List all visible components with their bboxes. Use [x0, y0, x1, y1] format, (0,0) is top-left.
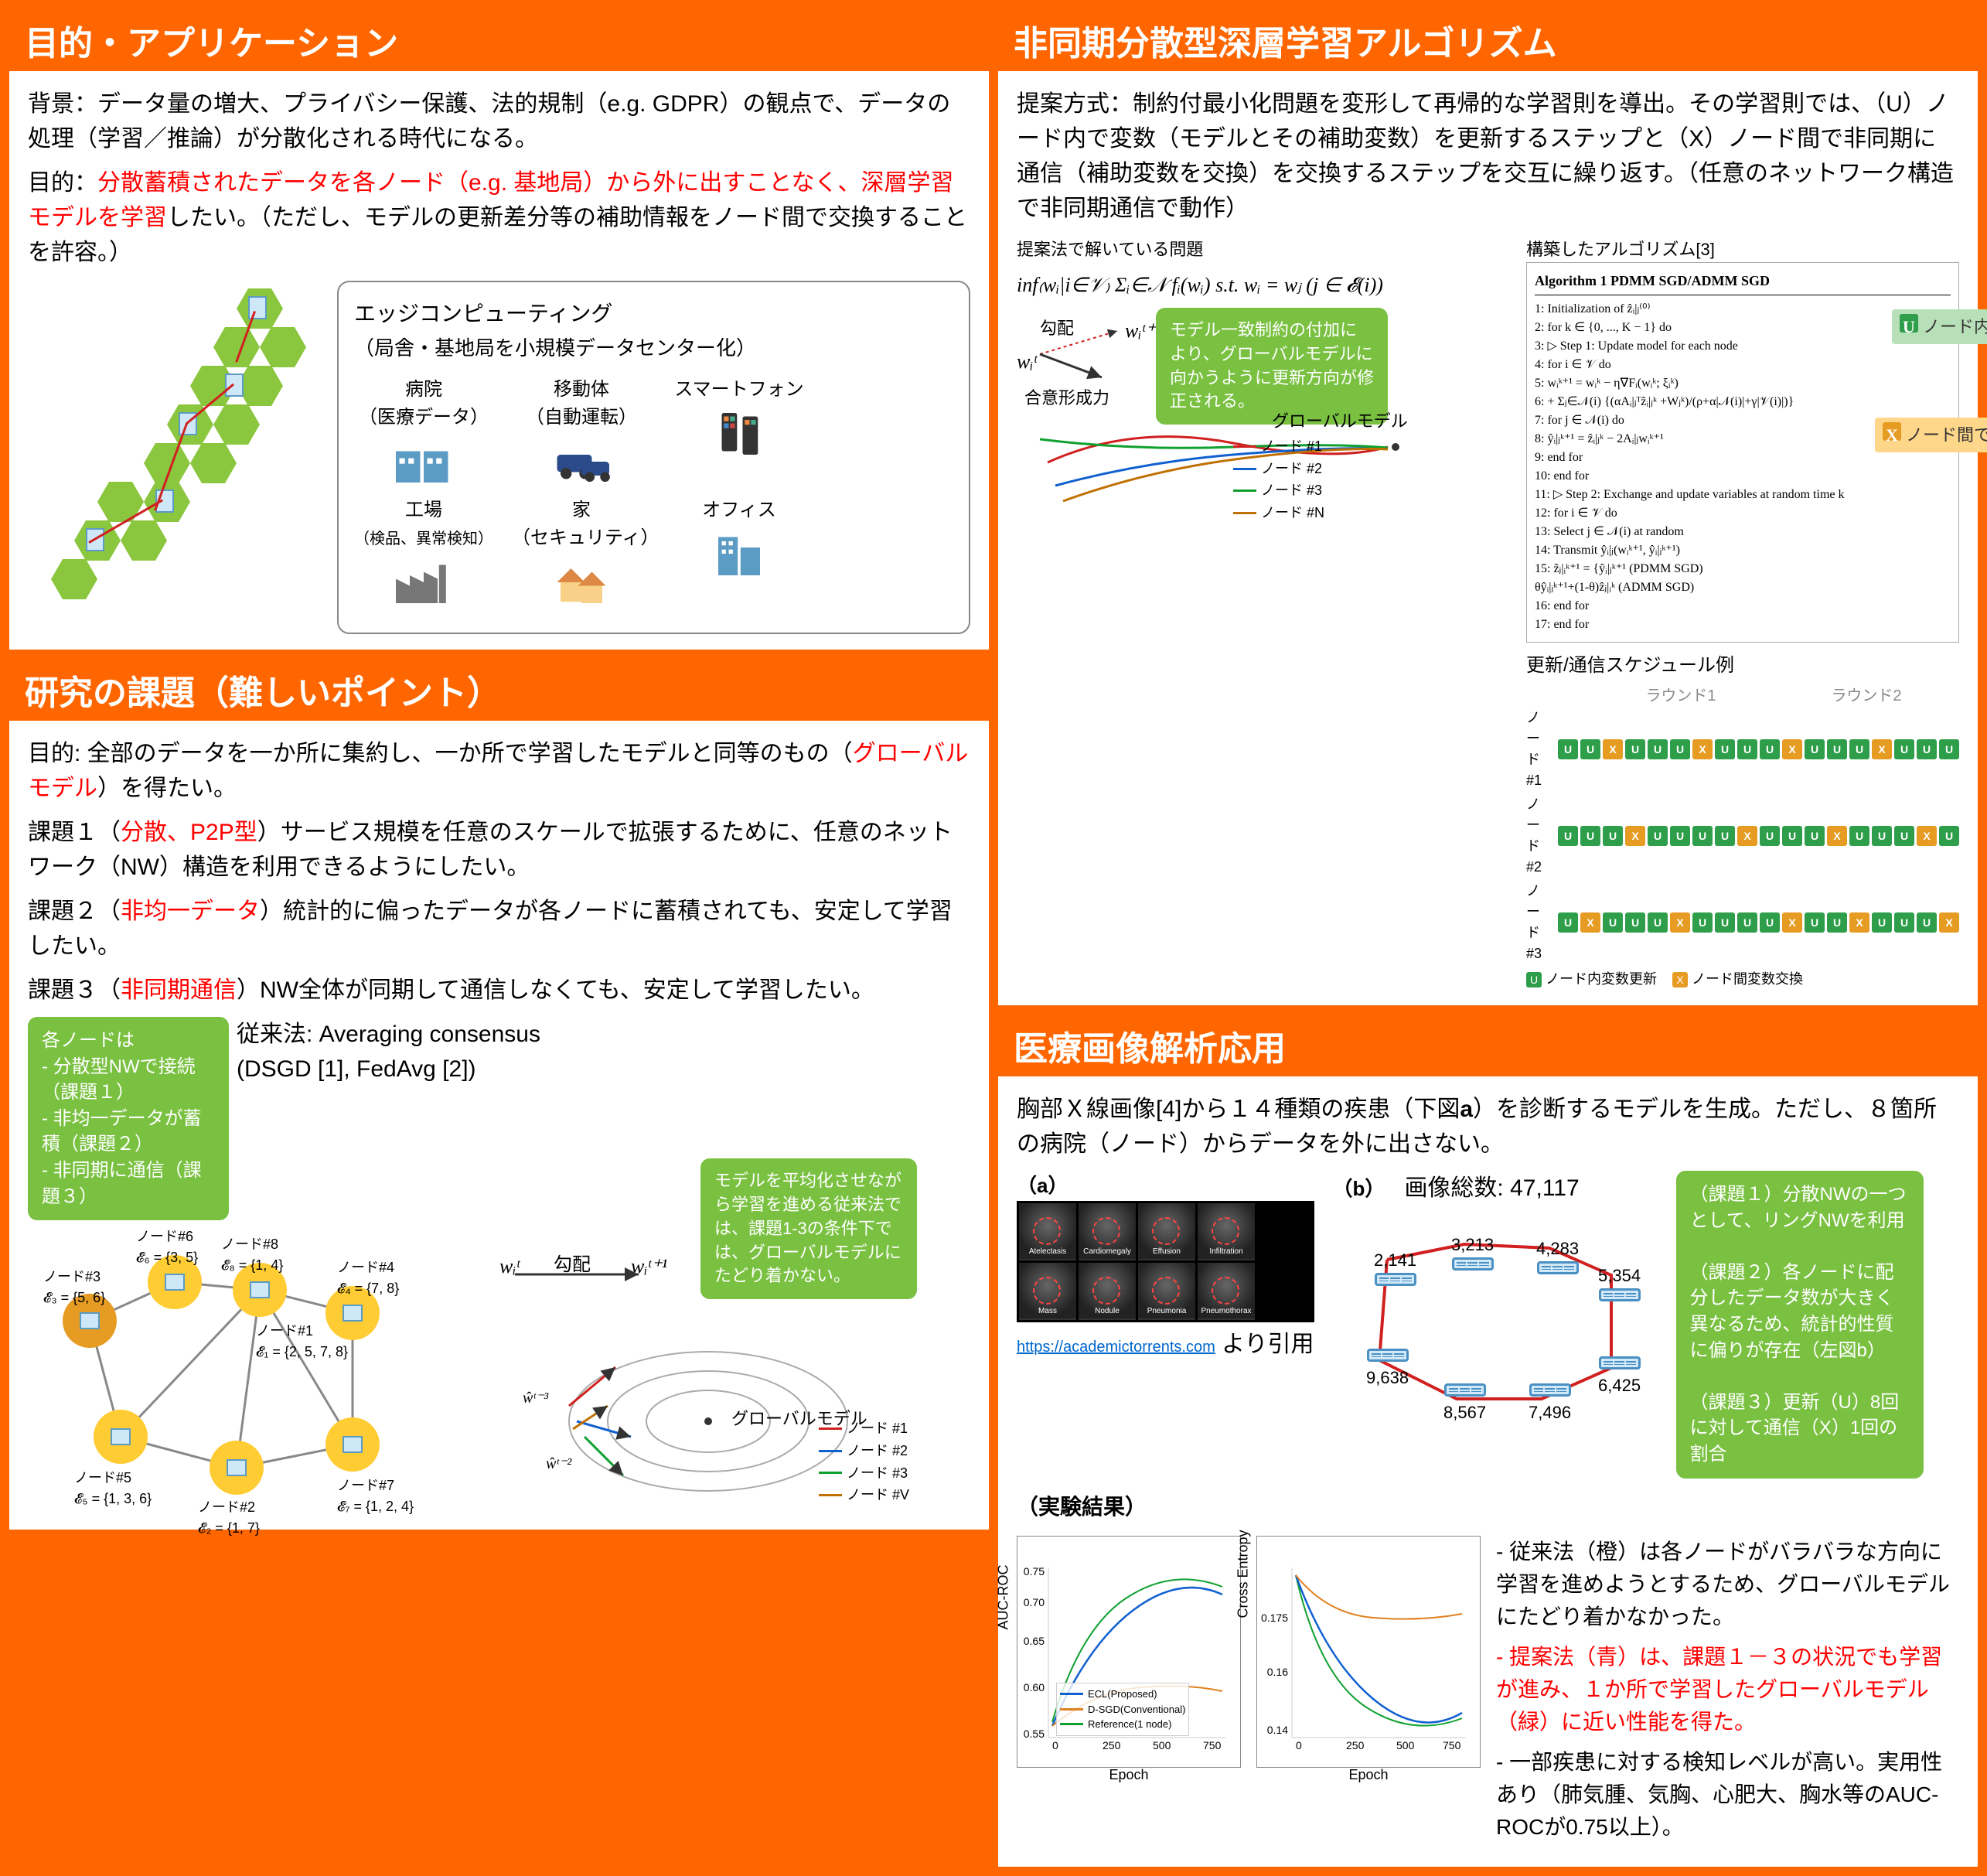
tag-u: Uノード内変数更新 — [1892, 309, 1987, 344]
panel-challenges-title: 研究の課題（難しいポイント） — [9, 659, 989, 721]
svg-text:750: 750 — [1443, 1739, 1461, 1752]
conv-legend: ノード #1 ノード #2 ノード #3 ノード #V — [819, 1417, 909, 1506]
icon-factory: 工場（検品、異常検知） — [354, 496, 493, 609]
chart-auc: AUC-ROC 0.55 0.60 0.65 — [1017, 1536, 1241, 1768]
results-text: - 従来法（橙）は各ノードがバラバラな方向に学習を進めようとするため、グローバル… — [1496, 1536, 1959, 1851]
svg-text:0: 0 — [1052, 1739, 1058, 1752]
svg-text:0.70: 0.70 — [1024, 1596, 1045, 1608]
svg-text:250: 250 — [1346, 1739, 1365, 1752]
formula: inf₍wᵢ|i∈𝒱₎ Σᵢ∈𝒩 fᵢ(wᵢ) s.t. wᵢ = wⱼ (j … — [1017, 270, 1514, 300]
svg-text:0.14: 0.14 — [1267, 1724, 1288, 1736]
tag-x: Xノード間で変数交換 — [1875, 418, 1987, 452]
prior-method-label: 従来法: Averaging consensus (DSGD [1], FedA… — [237, 1017, 970, 1086]
algorithm-desc: 提案方式：制約付最小化問題を変形して再帰的な学習則を導出。その学習則では、（U）… — [1017, 87, 1959, 226]
panel-medical: 医療画像解析応用 胸部Ｘ線画像[4]から１４種類の疾患（下図a）を診断するモデル… — [998, 1015, 1978, 1867]
medical-desc: 胸部Ｘ線画像[4]から１４種類の疾患（下図a）を診断するモデルを生成。ただし、８… — [1017, 1092, 1959, 1161]
results-label: （実験結果） — [1017, 1491, 1959, 1523]
svg-text:0.60: 0.60 — [1024, 1681, 1045, 1694]
ring-panel: （b） 画像総数: 47,117 2,1413,2134,2835,3549,6… — [1333, 1171, 1658, 1438]
panel-purpose-title: 目的・アプリケーション — [9, 9, 989, 71]
svg-text:0: 0 — [1296, 1739, 1302, 1752]
panel-algorithm-title: 非同期分散型深層学習アルゴリズム — [998, 9, 1978, 71]
icon-phone: スマートフォン — [670, 376, 809, 489]
medical-callout: （課題１）分散NWの一つとして、リングNWを利用 （課題２）各ノードに配分したデ… — [1676, 1171, 1924, 1479]
svg-text:500: 500 — [1396, 1739, 1415, 1752]
svg-text:0.65: 0.65 — [1024, 1635, 1045, 1647]
icon-home: 家（セキュリティ） — [512, 496, 651, 609]
challenge-2: 課題２（非均一データ）統計的に偏ったデータが各ノードに蓄積されても、安定して学習… — [28, 894, 970, 964]
panel-purpose: 目的・アプリケーション 背景：データ量の増大、プライバシー保護、法的規制（e.g… — [9, 9, 989, 650]
challenge-3: 課題３（非同期通信）NW全体が同期して通信しなくても、安定して学習したい。 — [28, 973, 970, 1008]
purpose-background: 背景：データ量の増大、プライバシー保護、法的規制（e.g. GDPR）の観点で、… — [28, 87, 970, 156]
icon-hospital: 病院（医療データ） — [354, 376, 493, 489]
panel-algorithm: 非同期分散型深層学習アルゴリズム 提案方式：制約付最小化問題を変形して再帰的な学… — [998, 9, 1978, 1005]
edge-icons-box: エッジコンピューティング （局舎・基地局を小規模データセンター化） 病院（医療デ… — [337, 281, 970, 634]
hexmap-japan — [28, 281, 322, 575]
convergence-diagram: モデルを平均化させながら学習を進める従来法では、課題1-3の条件下では、グローバ… — [453, 1220, 917, 1514]
svg-text:750: 750 — [1203, 1739, 1222, 1752]
panel-challenges: 研究の課題（難しいポイント） 目的: 全部のデータを一か所に集約し、一か所で学習… — [9, 659, 989, 1530]
cite-link[interactable]: https://academictorrents.com — [1017, 1339, 1215, 1356]
problem-label: 提案法で解いている問題 — [1017, 237, 1514, 262]
algo-legend: ノード #1 ノード #2 ノード #3 ノード #N — [1233, 435, 1324, 524]
algo-box-title: 構築したアルゴリズム[3] — [1526, 237, 1959, 262]
xray-panel: （a） AtelectasisCardiomegalyEffusionInfil… — [1017, 1171, 1314, 1362]
icon-vehicle: 移動体（自動運転） — [512, 376, 651, 489]
algorithm-pseudocode: Algorithm 1 PDMM SGD/ADMM SGD 1: Initial… — [1526, 262, 1959, 643]
panel-medical-title: 医療画像解析応用 — [998, 1015, 1978, 1076]
edge-sub: （局舎・基地局を小規模データセンター化） — [354, 333, 953, 363]
svg-text:0.55: 0.55 — [1024, 1728, 1045, 1740]
icon-office: オフィス — [670, 496, 809, 609]
svg-text:500: 500 — [1153, 1739, 1171, 1752]
svg-text:0.175: 0.175 — [1261, 1612, 1288, 1624]
chart-ce: Cross Entropy 0.14 0.16 0.175 — [1256, 1536, 1481, 1768]
challenge-1: 課題１（分散、P2P型）サービス規模を任意のスケールで拡張するために、任意のネッ… — [28, 815, 970, 885]
schedule: 更新/通信スケジュール例 ラウンド1 ラウンド2 ノード#1UUXUUUXUUU… — [1526, 652, 1959, 990]
network-diagram: ノード#3𝓔₃ = {5, 6} ノード#6𝓔₆ = {3, 5} ノード#8𝓔… — [28, 1220, 445, 1514]
svg-text:0.16: 0.16 — [1267, 1666, 1288, 1678]
purpose-goal: 目的：分散蓄積されたデータを各ノード（e.g. 基地局）から外に出すことなく、深… — [28, 165, 970, 270]
challenges-callout: 各ノードは - 分散型NWで接続（課題１） - 非均一データが蓄積（課題２） -… — [28, 1017, 229, 1220]
edge-title: エッジコンピューティング — [354, 298, 953, 330]
svg-text:250: 250 — [1103, 1739, 1121, 1752]
svg-text:0.75: 0.75 — [1024, 1565, 1045, 1578]
challenges-goal: 目的: 全部のデータを一か所に集約し、一か所で学習したモデルと同等のもの（グロー… — [28, 736, 970, 806]
